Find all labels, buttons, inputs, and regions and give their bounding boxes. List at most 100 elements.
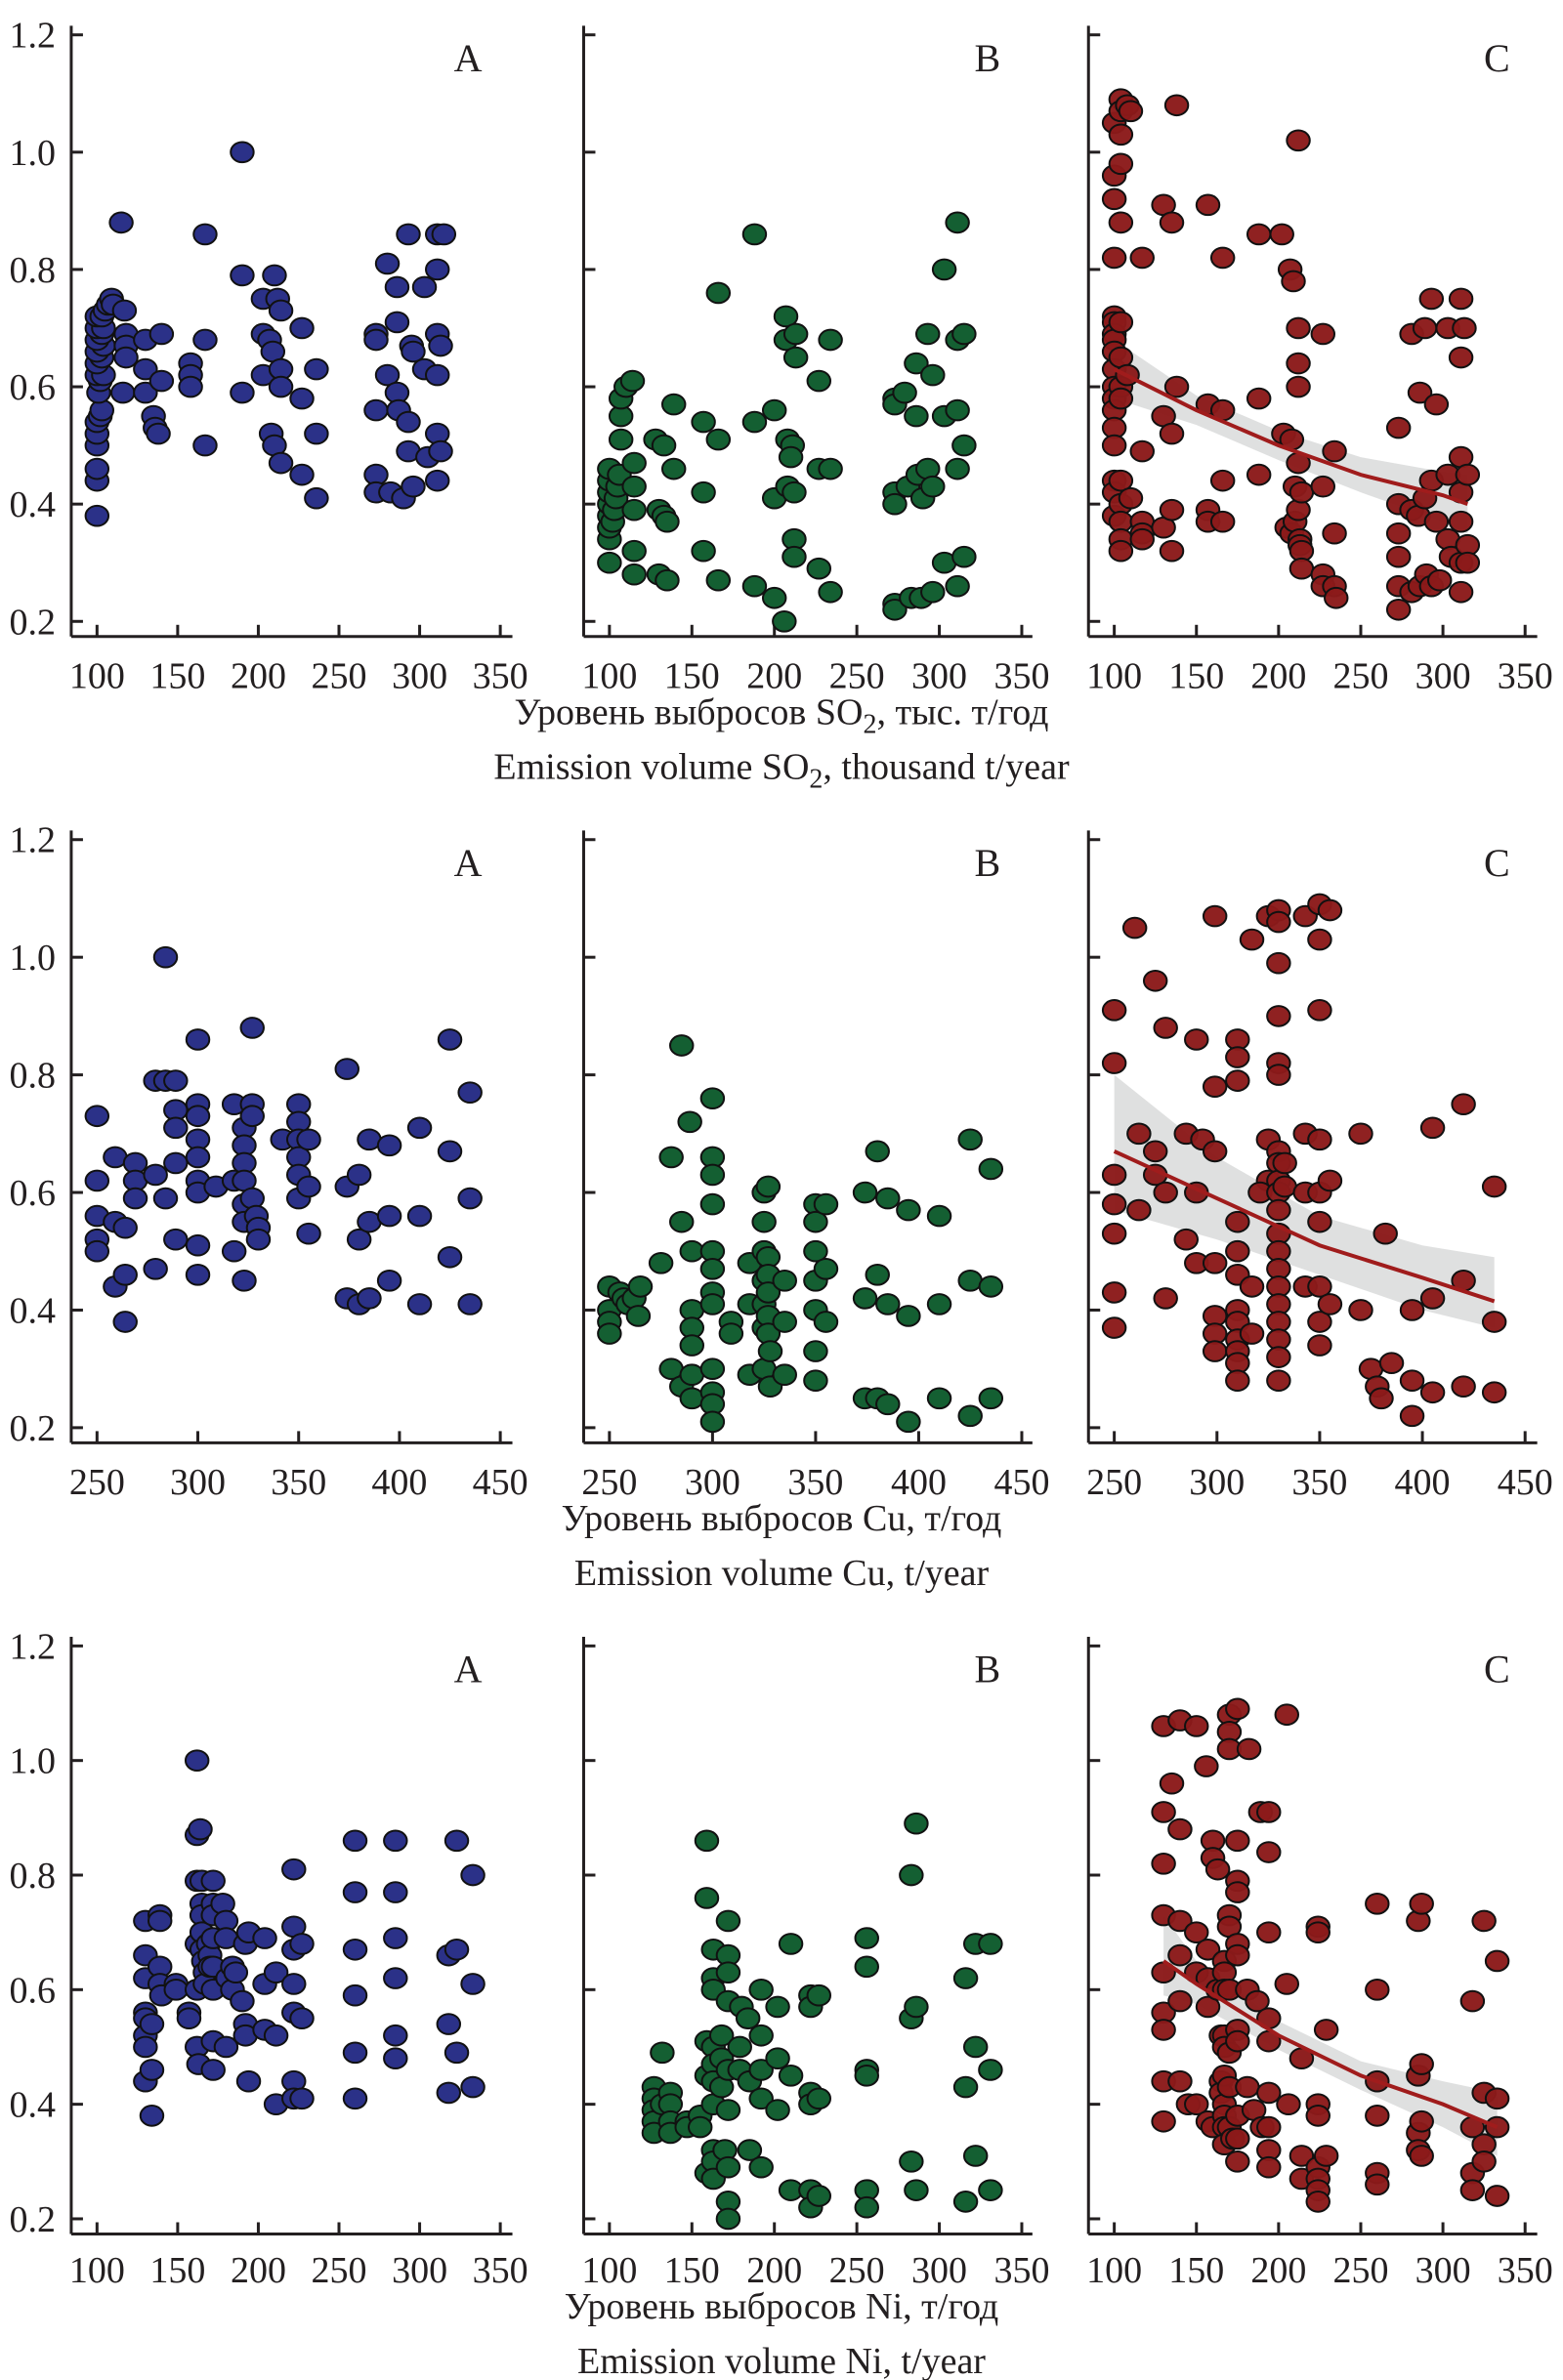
row3-panel-b-x-tick-label: 100 bbox=[581, 2250, 637, 2291]
row1-panel-a-data-point bbox=[268, 451, 294, 475]
row3-panel-b-data-point bbox=[694, 1887, 720, 1909]
row3-panel-c-data-point bbox=[1256, 1801, 1282, 1823]
row3-panel-b-data-point bbox=[904, 1995, 929, 2019]
row1-panel-a-y-tick-label: 0.8 bbox=[9, 250, 56, 291]
row3-panel-c-data-point bbox=[1276, 2093, 1301, 2115]
row3-panel-c-data-point bbox=[1313, 2145, 1339, 2167]
row1-panel-b-data-point bbox=[882, 492, 908, 516]
row2-panel-a-y-tick-label: 1.2 bbox=[9, 820, 56, 861]
row1-panel-a-x-tick-label: 150 bbox=[149, 656, 205, 697]
row2-panel-c-data-point bbox=[1307, 1334, 1332, 1357]
row1-panel-a-data-point bbox=[384, 311, 410, 334]
row2-panel-a-data-point bbox=[185, 1105, 211, 1128]
row2-panel-a-data-point bbox=[457, 1081, 483, 1104]
row2-panel-a-data-point bbox=[437, 1028, 463, 1051]
row1-panel-a-data-point bbox=[133, 357, 158, 381]
row1-panel-a-data-point bbox=[384, 275, 410, 299]
row2-panel-c-data-point bbox=[1399, 1299, 1425, 1321]
row3-panel-c-data-point bbox=[1151, 2109, 1176, 2133]
row1-panel-c-data-point bbox=[1108, 469, 1134, 492]
row3-panel-a-data-point bbox=[163, 1979, 189, 2001]
row2-panel-b-data-point bbox=[699, 1087, 726, 1110]
row2-panel-b-data-point bbox=[978, 1157, 1004, 1181]
row2-panel-a-data-point bbox=[112, 1311, 138, 1333]
row2-panel-c-data-point bbox=[1225, 1369, 1250, 1393]
row2-panel-c-trend-line bbox=[1113, 1149, 1496, 1304]
row2-panel-c-data-point bbox=[1142, 969, 1168, 992]
row2-panel-c-data-point bbox=[1266, 1005, 1291, 1027]
row3-panel-c-data-point bbox=[1365, 2105, 1390, 2127]
row2-panel-c-data-point bbox=[1225, 1046, 1250, 1068]
row1-panel-a-data-point bbox=[192, 223, 218, 246]
row1-panel-b-data-point bbox=[818, 328, 843, 352]
row2-panel-a-data-point bbox=[406, 1204, 433, 1228]
row1-panel-a-data-point bbox=[113, 346, 139, 369]
row1-panel-a-letter: A bbox=[454, 36, 483, 80]
row3-panel-a-data-point bbox=[188, 1817, 213, 1841]
row1-panel-a-data-point bbox=[374, 252, 401, 275]
row3-panel-a-x-tick-label: 300 bbox=[392, 2250, 447, 2291]
row2-panel-a-letter: A bbox=[454, 841, 483, 885]
row2-panel-b-data-point bbox=[803, 1239, 828, 1263]
row2-xlabel-ru: Уровень выбросов Cu, т/год bbox=[562, 1498, 1002, 1539]
row2-panel-a-data-point bbox=[296, 1222, 321, 1245]
row3-panel-a-data-point bbox=[263, 1961, 289, 1984]
row1-panel-a-data-point bbox=[304, 357, 329, 381]
row2-panel-b-data-point bbox=[813, 1311, 839, 1333]
row2-panel-c-data-point bbox=[1202, 1075, 1228, 1098]
row2-panel-c-data-point bbox=[1239, 1322, 1265, 1345]
row2-panel-b-data-point bbox=[718, 1322, 744, 1345]
row1-panel-b-data-point bbox=[705, 281, 732, 305]
row1-panel-a-data-point bbox=[146, 422, 171, 445]
row1-panel-b-x-tick-label: 250 bbox=[829, 656, 885, 697]
row1-panel-b-data-point bbox=[782, 480, 807, 504]
row3-panel-c-data-point bbox=[1305, 1921, 1331, 1943]
row1-panel-b-data-point bbox=[705, 568, 732, 592]
row1-panel-c-data-point bbox=[1448, 510, 1474, 533]
row2-panel-a-data-point bbox=[376, 1270, 402, 1292]
row1-panel-a-y-tick-label: 0.6 bbox=[9, 367, 56, 408]
row3-panel-b-data-point bbox=[715, 1961, 741, 1984]
row1-panel-b-data-point bbox=[945, 211, 970, 234]
row3-panel-b-data-point bbox=[748, 2024, 774, 2047]
row2-panel-a-data-point bbox=[185, 1028, 211, 1051]
row2-panel-a-data-point bbox=[232, 1270, 257, 1292]
row3-panel-c-data-point bbox=[1313, 2019, 1339, 2041]
row2-panel-b-data-point bbox=[699, 1410, 726, 1434]
row1-panel-c-data-point bbox=[1108, 387, 1134, 410]
row3-panel-b-data-point bbox=[854, 1955, 879, 1979]
row1-panel-c-data-point bbox=[1426, 568, 1453, 592]
row2-panel-c-data-point bbox=[1369, 1387, 1394, 1410]
row3-panel-a-data-point bbox=[213, 2035, 239, 2059]
row1-panel-b-x-tick-label: 350 bbox=[993, 656, 1049, 697]
row1-panel-b-data-point bbox=[691, 539, 716, 563]
row1-panel-a-x-tick-label: 100 bbox=[69, 656, 125, 697]
row2-panel-a-x-tick-label: 450 bbox=[473, 1462, 528, 1503]
row2-panel-c-data-point bbox=[1307, 999, 1332, 1022]
row2-panel-c-data-point bbox=[1101, 1316, 1127, 1339]
row1-panel-b-data-point bbox=[818, 457, 843, 480]
row1-panel-c-data-point bbox=[1101, 188, 1127, 211]
row1-panel-c-x-tick-label: 100 bbox=[1086, 656, 1142, 697]
row2-panel-a-y-tick-label: 0.4 bbox=[9, 1290, 56, 1331]
row2-panel-c-data-point bbox=[1481, 1175, 1507, 1198]
row1-panel-b-data-point bbox=[621, 563, 647, 586]
row1-panel-b-data-point bbox=[621, 498, 647, 522]
row1-panel-c-data-point bbox=[1385, 598, 1412, 621]
row3-panel-b-x-tick-label: 150 bbox=[664, 2250, 720, 2291]
row3-panel-b-data-point bbox=[765, 2047, 790, 2070]
row3-panel-a-data-point bbox=[436, 2081, 462, 2105]
row1-xlabel-en: Emission volume SO2, thousand t/year bbox=[493, 746, 1070, 794]
row2-panel-a-y-tick-label: 1.0 bbox=[9, 938, 56, 979]
row2-panel-a-data-point bbox=[296, 1128, 321, 1151]
row1-panel-c-data-point bbox=[1385, 545, 1412, 568]
row2-panel-b-data-point bbox=[772, 1311, 797, 1333]
row2-panel-b-data-point bbox=[896, 1305, 921, 1327]
row2-panel-a-data-point bbox=[185, 1233, 211, 1257]
row2-panel-a-x-tick-label: 350 bbox=[271, 1462, 326, 1503]
row1-panel-b-data-point bbox=[773, 305, 799, 328]
row2-panel-a-data-point bbox=[185, 1264, 211, 1286]
row3-panel-c-data-point bbox=[1256, 1921, 1282, 1943]
row2-panel-b-data-point bbox=[875, 1187, 901, 1210]
row2-panel-c-data-point bbox=[1317, 1293, 1343, 1315]
